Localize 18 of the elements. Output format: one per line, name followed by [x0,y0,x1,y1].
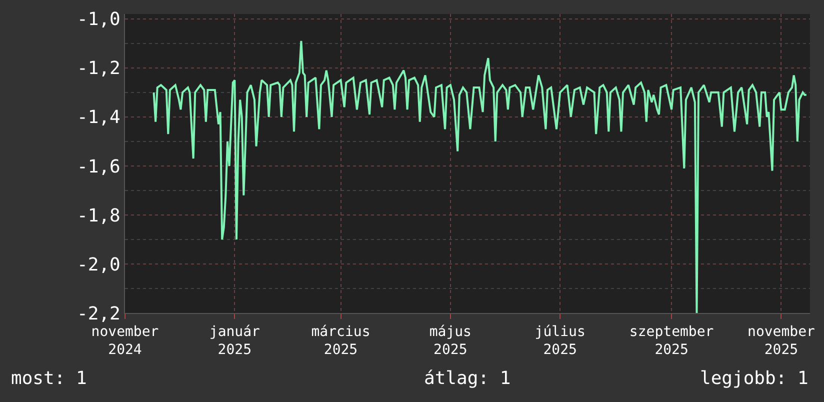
text: átlag: 1 [424,368,511,389]
x-tick-label: március 2025 [311,324,370,358]
line-series [152,40,808,313]
x-tick-label: szeptember 2025 [629,324,714,358]
x-tick-label: május 2025 [429,324,472,358]
y-tick-label: -2,0 [77,254,120,276]
y-tick-label: -1,8 [77,205,120,226]
y-tick-label: -1,0 [77,9,120,30]
x-tick-label: január 2025 [209,324,260,358]
x-tick-label: november 2024 [91,324,159,358]
x-tick-label: július 2025 [534,324,586,358]
text: most: 1 [11,368,87,389]
y-tick-label: -2,2 [77,303,120,324]
y-tick-label: -1,2 [77,58,120,80]
y-tick-label: -1,4 [77,107,120,128]
y-tick-label: -1,6 [77,156,120,178]
text: legjobb: 1 [700,368,808,389]
x-tick-label: november 2025 [748,324,815,358]
